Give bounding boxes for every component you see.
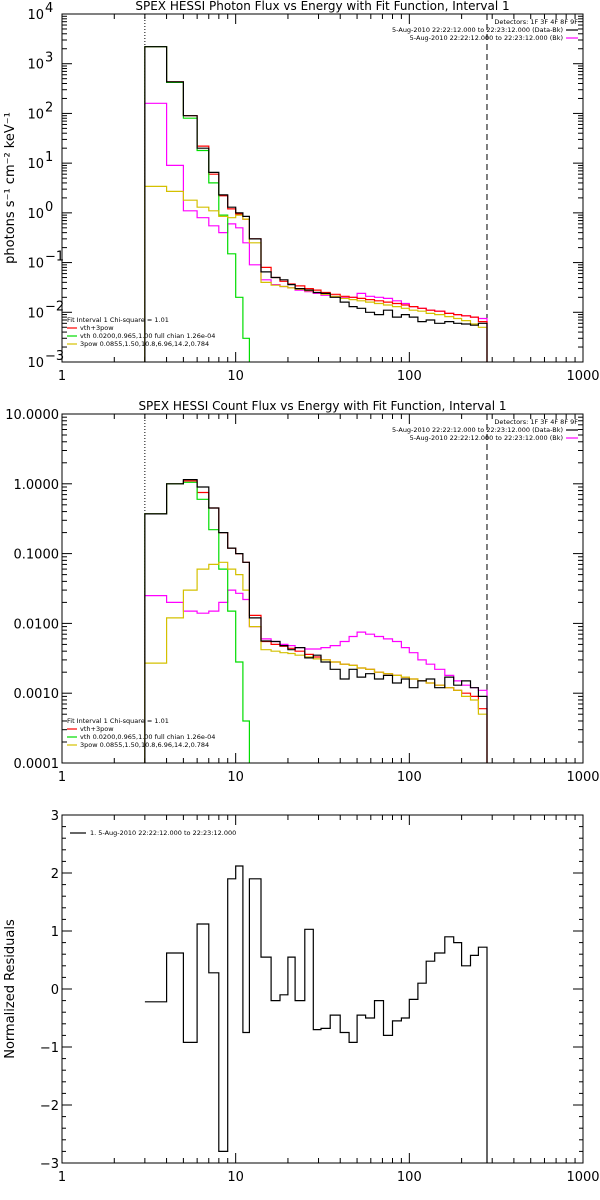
y-tick-label: 2	[51, 867, 59, 882]
x-tick-label: 1	[58, 1170, 66, 1185]
y-tick-label: 0.0001	[14, 757, 60, 772]
axes-frame	[61, 13, 584, 363]
y-axis-label: photons s⁻¹ cm⁻² keV⁻¹	[3, 112, 18, 264]
x-tick-label: 1000	[566, 770, 599, 785]
x-tick-label: 100	[397, 1170, 422, 1185]
chart-panel-1: SPEX HESSI Photon Flux vs Energy with Fi…	[3, 0, 600, 384]
y-tick-label: 1.0000	[14, 478, 60, 493]
tick-base: 10	[27, 107, 44, 122]
fit-legend-label: vth 0.0200,0.965,1.00 full chian 1.26e-0…	[80, 733, 215, 741]
axes-frame	[61, 814, 584, 1164]
x-tick-label: 100	[397, 369, 422, 384]
y-tick-label: −1	[40, 1041, 59, 1056]
y-tick-label: 0.1000	[14, 548, 60, 563]
chart-panel-3: 1 10 100 1000 −3 −2 −1 0 1 2 3 Normalized Residuals…	[3, 809, 600, 1185]
fit-legend-label: vth+3pow	[80, 725, 114, 733]
series-line-data	[144, 479, 488, 763]
legend-entry-label: 5-Aug-2010 22:22:12.000 to 22:23:12.000 …	[392, 426, 563, 434]
y-tick-exponent: 2	[45, 100, 53, 115]
y-tick-label: 10	[27, 207, 44, 222]
x-tick-label: 100	[397, 770, 422, 785]
y-tick-exponent: 0	[45, 200, 53, 215]
fit-legend-header: Fit Interval 1 Chi-square = 1.01	[67, 717, 169, 725]
series-group	[144, 46, 488, 362]
residual-legend-label: 1. 5-Aug-2010 22:22:12.000 to 22:23:12.0…	[90, 829, 236, 837]
legend-detectors: Detectors: 1F 3F 4F 8F 9F	[494, 418, 578, 426]
fit-legend-label: 3pow 0.0855,1.50,10.8,6.96,14.2,0.784	[80, 340, 209, 348]
tick-base: 10	[27, 157, 44, 172]
y-tick-label: 10	[27, 257, 44, 272]
y-tick-label: 0.0100	[14, 617, 60, 632]
series-line-data	[144, 865, 488, 1163]
y-tick-label: 10	[27, 8, 44, 23]
y-tick-label: 10.0000	[5, 408, 59, 423]
x-tick-label: 1000	[566, 1170, 599, 1185]
y-tick-label: 3	[51, 809, 59, 824]
tick-base: 10	[27, 257, 44, 272]
y-tick-label: 1	[51, 925, 59, 940]
y-tick-label: −2	[40, 1099, 59, 1114]
series-group	[144, 865, 488, 1163]
tick-base: 10	[27, 58, 44, 73]
y-tick-exponent: −1	[45, 250, 64, 265]
legend-entry-label: 5-Aug-2010 22:22:12.000 to 22:23:12.000 …	[392, 26, 563, 34]
x-tick-label: 1000	[566, 369, 599, 384]
y-tick-label: 10	[27, 58, 44, 73]
x-tick-label: 10	[227, 770, 244, 785]
y-tick-label: 10	[27, 157, 44, 172]
axes-frame	[61, 413, 584, 764]
y-tick-exponent: 3	[45, 51, 53, 66]
x-tick-label: 1	[58, 770, 66, 785]
series-line-data	[144, 46, 488, 362]
chart-title: SPEX HESSI Photon Flux vs Energy with Fi…	[135, 0, 509, 13]
y-tick-exponent: −3	[45, 349, 64, 364]
tick-base: 10	[27, 356, 44, 371]
x-tick-label: 1	[58, 369, 66, 384]
y-tick-label: 0	[51, 983, 59, 998]
series-group	[144, 479, 488, 763]
legend-entry-label: 5-Aug-2010 22:22:12.000 to 22:23:12.000 …	[410, 34, 563, 42]
fit-legend-label: 3pow 0.0855,1.50,10.8,6.96,14.2,0.784	[80, 741, 209, 749]
x-tick-label: 10	[227, 1170, 244, 1185]
tick-base: 10	[27, 207, 44, 222]
chart-panel-2: SPEX HESSI Count Flux vs Energy with Fit…	[5, 399, 599, 785]
legend-detectors: Detectors: 1F 3F 4F 8F 9F	[494, 18, 578, 26]
y-tick-exponent: −2	[45, 299, 64, 314]
fit-legend-label: vth+3pow	[80, 324, 114, 332]
chart-title: SPEX HESSI Count Flux vs Energy with Fit…	[138, 399, 506, 413]
y-tick-label: 10	[27, 356, 44, 371]
y-tick-exponent: 1	[45, 150, 53, 165]
fit-legend-label: vth 0.0200,0.965,1.00 full chian 1.26e-0…	[80, 332, 215, 340]
tick-base: 10	[27, 306, 44, 321]
y-tick-label: 0.0010	[14, 687, 60, 702]
y-tick-label: 10	[27, 107, 44, 122]
tick-base: 10	[27, 8, 44, 23]
y-tick-exponent: 4	[45, 1, 53, 16]
legend-entry-label: 5-Aug-2010 22:22:12.000 to 22:23:12.000 …	[410, 434, 563, 442]
y-tick-label: −3	[40, 1157, 59, 1172]
x-tick-label: 10	[227, 369, 244, 384]
y-axis-label: Normalized Residuals	[3, 919, 18, 1059]
series-line-total	[144, 480, 488, 763]
y-tick-label: 10	[27, 306, 44, 321]
fit-legend-header: Fit Interval 1 Chi-square = 1.01	[67, 316, 169, 324]
